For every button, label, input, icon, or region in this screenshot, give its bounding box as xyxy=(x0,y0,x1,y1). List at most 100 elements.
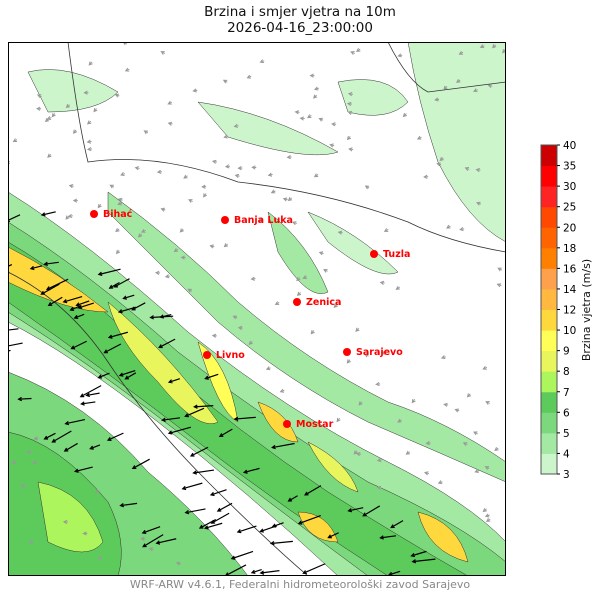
wind-arrow xyxy=(246,74,252,79)
wind-arrow xyxy=(109,184,115,189)
wind-arrow xyxy=(88,61,93,66)
wind-arrow xyxy=(397,53,403,58)
wind-arrow xyxy=(464,167,470,171)
colorbar-segment xyxy=(541,186,557,208)
wind-arrow xyxy=(167,100,173,105)
wind-arrow xyxy=(188,199,193,203)
wind-arrow xyxy=(327,532,339,539)
wind-arrow xyxy=(97,372,110,379)
wind-arrow xyxy=(108,281,120,289)
wind-arrow xyxy=(304,485,322,496)
wind-arrow xyxy=(376,485,382,490)
wind-arrow xyxy=(286,154,292,160)
wind-arrow xyxy=(72,198,78,203)
wind-arrow xyxy=(65,103,70,108)
wind-arrow xyxy=(33,436,39,441)
wind-arrow xyxy=(434,97,440,102)
wind-arrow xyxy=(473,431,478,436)
wind-arrow xyxy=(294,110,300,115)
wind-arrow xyxy=(437,480,443,485)
wind-arrow xyxy=(405,450,411,455)
wind-arrow xyxy=(134,166,140,171)
city-label: Tuzla xyxy=(383,249,410,260)
colorbar-tick-label: 14 xyxy=(563,284,577,296)
wind-arrow xyxy=(485,401,490,405)
wind-arrow xyxy=(149,315,174,320)
wind-arrow xyxy=(70,340,87,350)
colorbar-segment xyxy=(541,288,557,310)
colorbar-tick-label: 7 xyxy=(563,387,570,399)
wind-arrow xyxy=(248,340,253,345)
colorbar-tick-label: 16 xyxy=(563,263,577,275)
colorbar-tick-label: 10 xyxy=(563,325,576,337)
wind-arrow xyxy=(8,264,13,267)
wind-arrow xyxy=(122,294,135,300)
wind-arrow xyxy=(36,106,42,111)
wind-arrow xyxy=(20,484,26,489)
wind-arrow xyxy=(187,288,193,293)
wind-arrow xyxy=(439,156,444,162)
wind-arrow xyxy=(329,143,335,148)
wind-arrow xyxy=(233,416,256,422)
wind-arrow xyxy=(167,378,181,384)
figure-timestamp: 2026-04-16_23:00:00 xyxy=(227,20,373,36)
wind-arrow xyxy=(85,392,100,398)
wind-arrow xyxy=(355,451,361,457)
wind-arrow xyxy=(333,303,338,308)
wind-arrow xyxy=(318,117,324,122)
wind-arrow xyxy=(313,94,318,99)
wind-arrow xyxy=(43,432,56,440)
wind-arrow xyxy=(198,518,217,529)
wind-arrow xyxy=(181,482,203,491)
colorbar-tick-label: 5 xyxy=(563,428,570,440)
wind-arrow xyxy=(40,283,60,295)
wind-arrow xyxy=(192,88,198,93)
colorbar-segment xyxy=(541,371,557,393)
wind-arrow xyxy=(51,113,56,118)
wind-arrow xyxy=(440,355,446,360)
wind-arrow xyxy=(93,108,98,113)
wind-arrow xyxy=(175,561,181,566)
wind-arrow xyxy=(97,555,103,560)
wind-arrow xyxy=(347,507,364,513)
wind-arrow xyxy=(77,302,94,310)
wind-arrow xyxy=(43,261,59,267)
wind-arrow xyxy=(73,129,78,134)
wind-arrow xyxy=(296,276,301,282)
wind-arrow xyxy=(161,417,181,422)
wind-arrow xyxy=(140,536,146,541)
wind-arrow xyxy=(350,51,355,55)
wind-arrow xyxy=(287,495,298,502)
wind-arrow xyxy=(154,270,161,275)
wind-arrow xyxy=(223,134,229,139)
wind-arrow xyxy=(346,101,352,107)
wind-arrow xyxy=(97,268,121,276)
colorbar-segment xyxy=(541,145,557,167)
wind-arrow xyxy=(156,169,162,174)
wind-arrow xyxy=(466,393,472,398)
wind-arrow xyxy=(44,117,50,123)
wind-arrow xyxy=(395,286,400,290)
wind-arrow xyxy=(443,85,448,91)
wind-arrow xyxy=(209,489,227,497)
city-label: Sarajevo xyxy=(356,347,403,358)
wind-arrow xyxy=(287,197,293,202)
colorbar-tick-label: 9 xyxy=(563,346,570,358)
wind-arrow xyxy=(302,563,326,575)
footer-credit: WRF-ARW v4.6.1, Federalni hidrometeorolo… xyxy=(129,578,471,591)
wind-arrow xyxy=(160,51,166,55)
figure-title: Brzina i smjer vjetra na 10m xyxy=(204,4,396,20)
wind-arrow xyxy=(216,502,233,512)
colorbar-tick-label: 3 xyxy=(563,469,570,481)
wind-arrow xyxy=(106,432,124,441)
wind-arrow xyxy=(492,44,497,49)
wind-arrow xyxy=(184,508,206,515)
wind-arrow xyxy=(75,300,90,307)
wind-arrow xyxy=(117,201,123,206)
wind-arrow xyxy=(251,165,257,170)
wind-arrow xyxy=(487,83,493,88)
wind-arrow xyxy=(494,446,499,451)
wind-arrow xyxy=(270,189,276,194)
wind-arrow xyxy=(258,218,263,223)
wind-arrow xyxy=(282,197,288,202)
